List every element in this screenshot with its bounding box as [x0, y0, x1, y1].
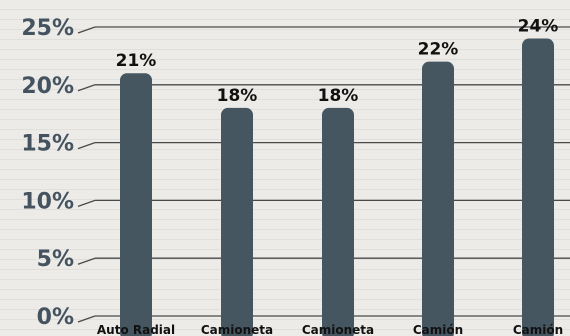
tick-connector [77, 26, 96, 34]
bar-value-label: 24% [518, 17, 559, 37]
tick-connector [77, 84, 96, 92]
bar [221, 107, 253, 336]
bar [422, 61, 454, 336]
x-category-label: Camioneta [302, 323, 374, 336]
x-category-label: Auto Radial [97, 323, 175, 336]
bar [120, 73, 152, 336]
y-tick-label: 0% [37, 305, 74, 330]
y-axis-ticks: 0% 5% 10% 15% 20% 25% [21, 16, 74, 330]
bar-value-label: 21% [116, 51, 157, 71]
tick-connector [77, 199, 96, 208]
tick-connector [77, 315, 96, 323]
bar [522, 38, 554, 336]
bar-value-label: 18% [217, 86, 258, 106]
y-tick-label: 25% [21, 16, 74, 41]
value-labels: 21% 18% 18% 22% 24% [116, 17, 559, 106]
tick-connector [77, 257, 96, 265]
x-category-label: Camioneta [201, 323, 273, 336]
x-category-label: Camión [513, 323, 563, 336]
bar-value-label: 18% [318, 86, 359, 106]
y-tick-label: 15% [21, 132, 74, 157]
y-tick-label: 10% [21, 189, 74, 214]
x-axis-labels: Auto Radial Camioneta Camioneta Camión Camió… [97, 323, 563, 336]
bars [120, 38, 554, 336]
y-tick-label: 20% [21, 74, 74, 99]
bar-value-label: 22% [418, 40, 459, 60]
x-category-label: Camión [413, 323, 463, 336]
y-tick-label: 5% [37, 247, 74, 272]
tick-connector [77, 141, 96, 150]
bar [322, 107, 354, 336]
